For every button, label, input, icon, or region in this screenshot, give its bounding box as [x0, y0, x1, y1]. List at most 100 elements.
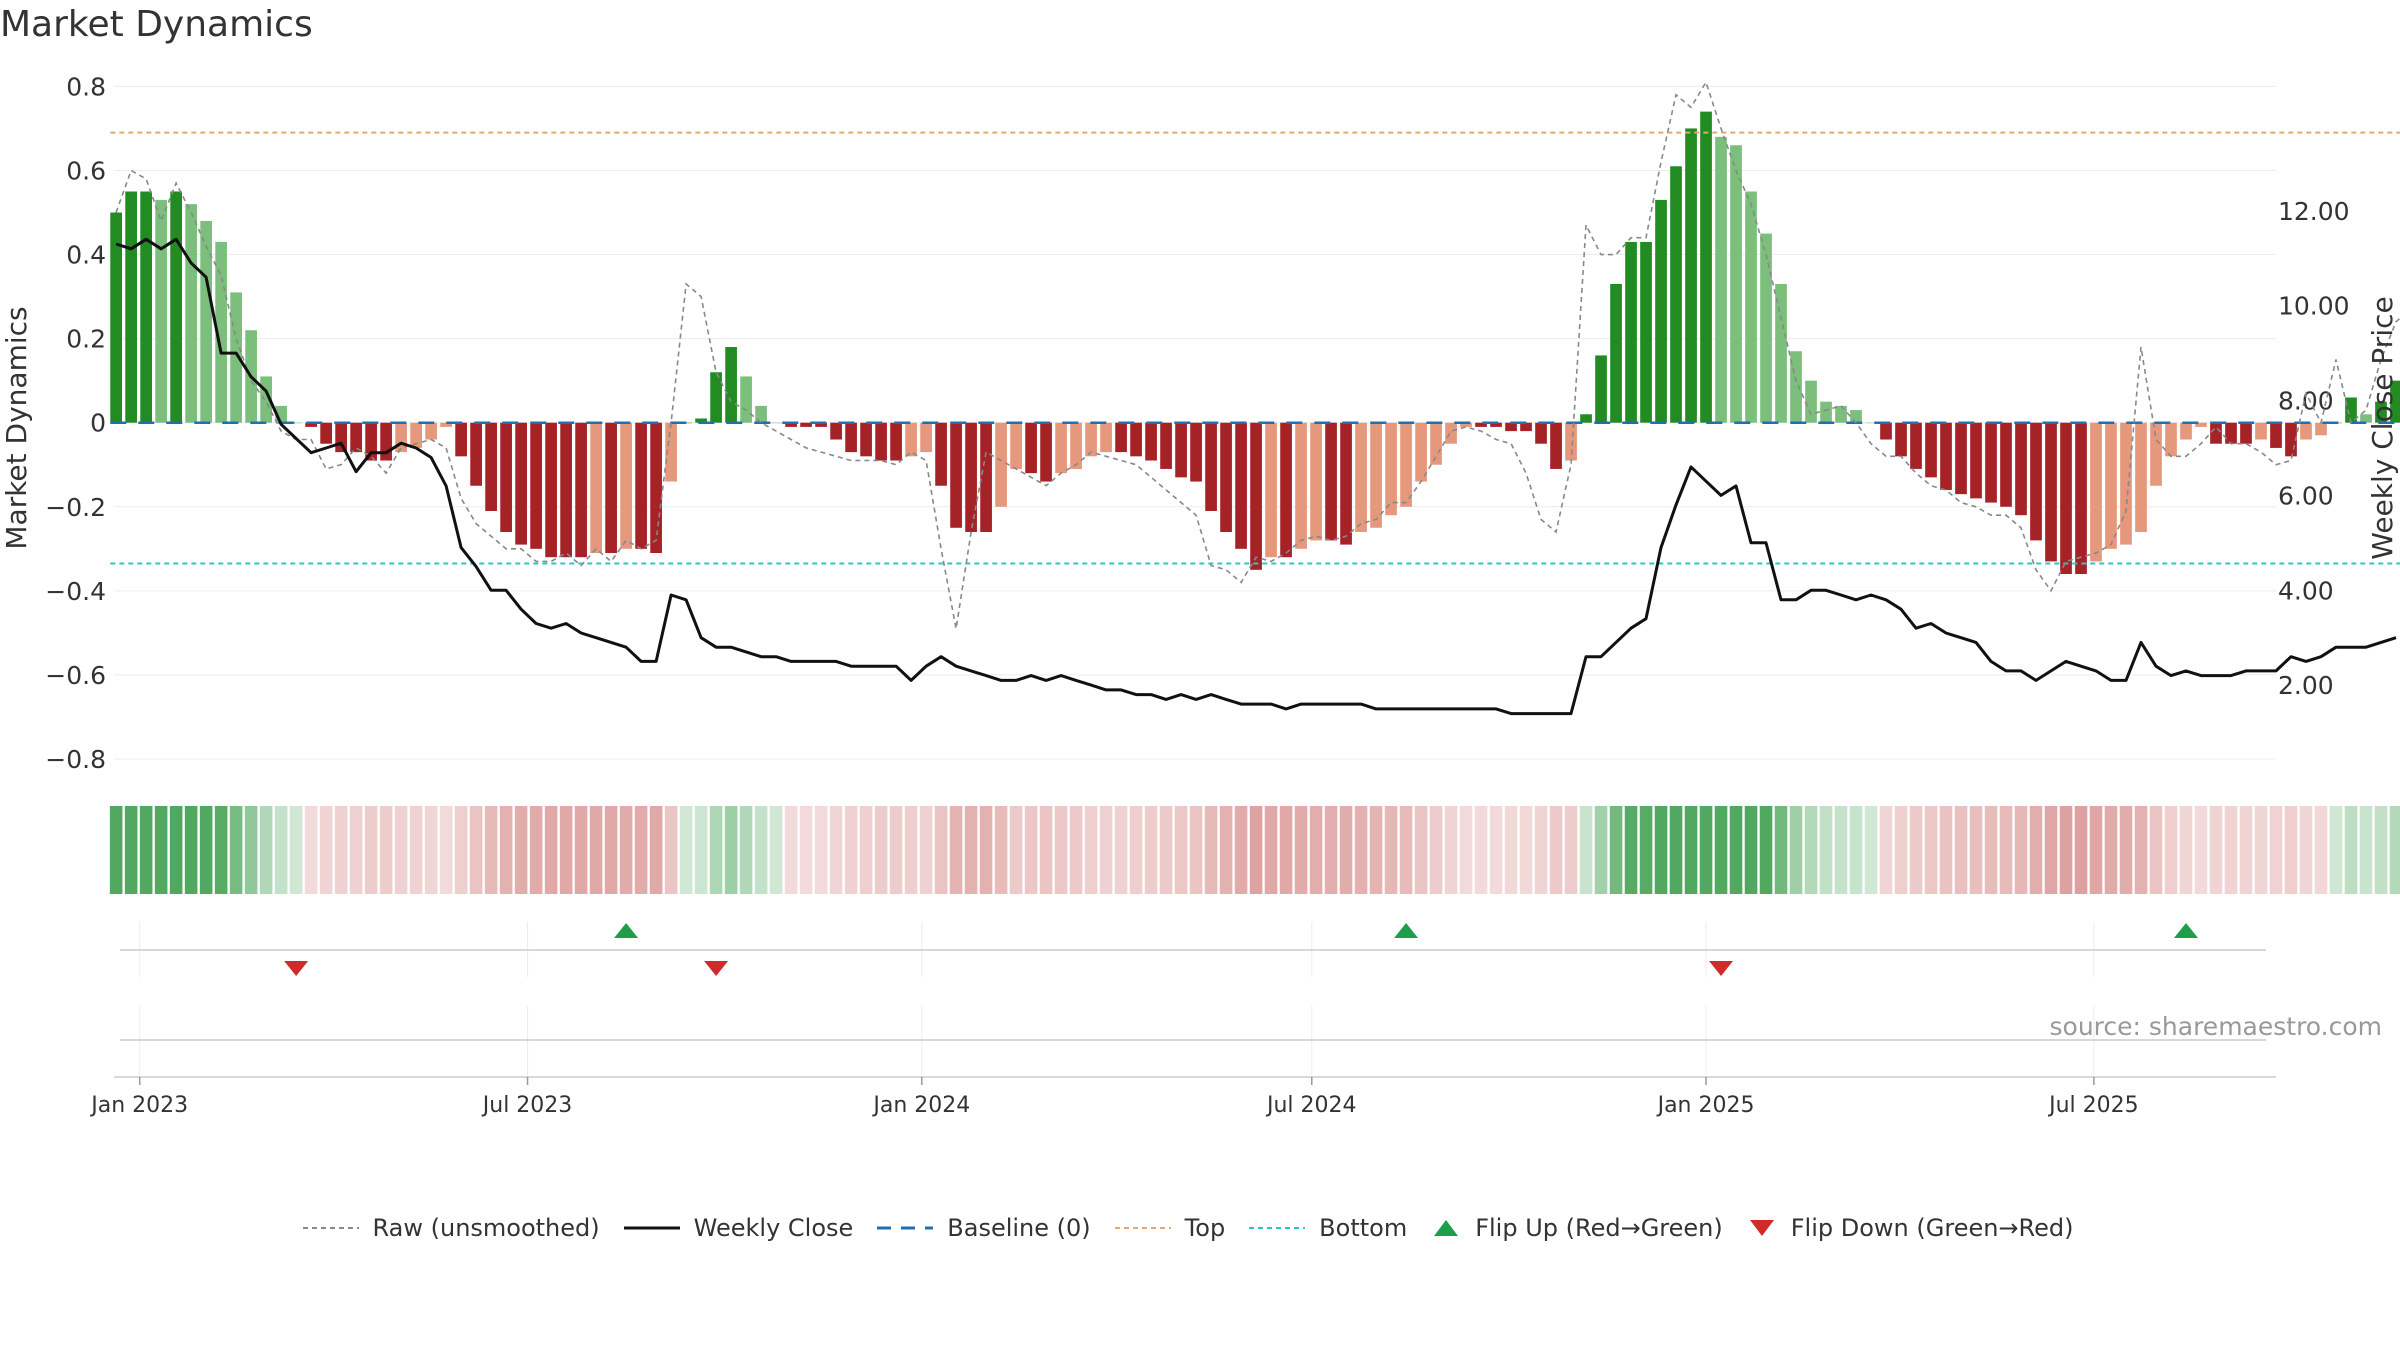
regime-strip-cell [1459, 806, 1473, 894]
dynamics-bar [590, 422, 602, 554]
dynamics-bar [1910, 422, 1922, 469]
dynamics-bar [395, 422, 407, 453]
regime-strip-cell [2119, 806, 2133, 894]
dynamics-bar [2060, 422, 2072, 575]
regime-strip-cell [1849, 806, 1863, 894]
dynamics-bar [1715, 136, 1727, 423]
regime-strip-cell [1819, 806, 1833, 894]
dynamics-bar [770, 422, 782, 424]
legend-flip-up-label: Flip Up (Red→Green) [1475, 1214, 1723, 1242]
regime-strip-cell [2359, 806, 2373, 894]
regime-strip-cell [2089, 806, 2103, 894]
regime-strip-cell [1399, 806, 1413, 894]
regime-strip-cell [454, 806, 468, 894]
regime-strip-cell [649, 806, 663, 894]
regime-strip-cell [1144, 806, 1158, 894]
regime-strip-cell [1774, 806, 1788, 894]
regime-strip-cell [2179, 806, 2193, 894]
dynamics-bar [1535, 422, 1547, 444]
y-left-tick-label: −0.8 [45, 745, 106, 774]
regime-strip-cell [1129, 806, 1143, 894]
y-right-tick-label: 4.00 [2278, 576, 2334, 605]
dynamics-bar [2225, 422, 2237, 444]
dynamics-bar [785, 422, 797, 427]
regime-strip-cell [1804, 806, 1818, 894]
y-left-tick-label: −0.4 [45, 577, 106, 606]
legend-raw-swatch [302, 1227, 359, 1229]
dynamics-bar [500, 422, 512, 532]
regime-strip-cell [169, 806, 183, 894]
regime-strip-cell [2239, 806, 2253, 894]
regime-strip-cell [2149, 806, 2163, 894]
regime-strip-cell [1159, 806, 1173, 894]
regime-strip-cell [334, 806, 348, 894]
regime-strip-cell [439, 806, 453, 894]
legend-flip-up-swatch [1434, 1220, 1459, 1236]
dynamics-bar [935, 422, 947, 486]
dynamics-bar [1940, 422, 1952, 490]
regime-strip-cell [1054, 806, 1068, 894]
dynamics-bar [725, 347, 737, 423]
regime-strip-cell [1999, 806, 2013, 894]
legend-bottom-label: Bottom [1319, 1214, 1408, 1242]
regime-strip-cell [1444, 806, 1458, 894]
dynamics-bar [560, 422, 572, 558]
regime-strip-cell [1219, 806, 1233, 894]
regime-strip-cell [1069, 806, 1083, 894]
chart-title: Market Dynamics [0, 4, 313, 45]
dynamics-bar [650, 422, 662, 554]
dynamics-bar [335, 422, 347, 453]
regime-strip-cell [1909, 806, 1923, 894]
regime-strip-cell [154, 806, 168, 894]
series-lines [115, 80, 2400, 716]
dynamics-bar [1820, 401, 1832, 423]
dynamics-bar [815, 422, 827, 427]
legend-item-close: Weekly Close [623, 1214, 853, 1242]
regime-strip-cell [2209, 806, 2223, 894]
dynamics-bar [605, 422, 617, 554]
dynamics-bar [1790, 351, 1802, 423]
regime-strip-cell [1309, 806, 1323, 894]
regime-strip-cell [349, 806, 363, 894]
regime-strip-cell [1879, 806, 1893, 894]
dynamics-bar [1340, 422, 1352, 545]
regime-strip-cell [1204, 806, 1218, 894]
dynamics-bar [1625, 241, 1637, 423]
dynamics-bar [575, 422, 587, 558]
regime-strip-cell [589, 806, 603, 894]
regime-strip-cell [1234, 806, 1248, 894]
legend-item-flip-up: Flip Up (Red→Green) [1431, 1214, 1723, 1242]
regime-strip-cell [379, 806, 393, 894]
dynamics-bar [380, 422, 392, 461]
dynamics-bar [800, 422, 812, 427]
regime-strip-cell [1654, 806, 1668, 894]
regime-strip-cell [2374, 806, 2388, 894]
dynamics-bar [1190, 422, 1202, 482]
regime-strip-cell [184, 806, 198, 894]
dynamics-bar [455, 422, 467, 457]
regime-strip [109, 806, 2400, 894]
date-tick-label: Jan 2024 [871, 1093, 970, 1118]
legend-close-swatch [623, 1226, 680, 1230]
legend-baseline-label: Baseline (0) [947, 1214, 1091, 1242]
dynamics-bar [1670, 166, 1682, 423]
regime-strip-cell [799, 806, 813, 894]
dynamics-bar [1430, 422, 1442, 465]
right-axis-ticks: 12.00 10.00 8.00 6.00 4.00 2.00 [2278, 197, 2350, 700]
regime-strip-cell [1759, 806, 1773, 894]
legend-top-label: Top [1184, 1214, 1226, 1242]
y-left-tick-label: 0.8 [66, 72, 106, 101]
regime-strip-cell [1414, 806, 1428, 894]
regime-strip-cell [559, 806, 573, 894]
gridlines [114, 85, 2276, 1076]
regime-strip-cell [1489, 806, 1503, 894]
dynamics-bar [1325, 422, 1337, 541]
dynamics-bar [2315, 422, 2327, 436]
dynamics-bar [965, 422, 977, 532]
dynamics-bar [2360, 414, 2372, 423]
regime-strip-cell [394, 806, 408, 894]
regime-strip-cell [889, 806, 903, 894]
dynamics-bar [215, 241, 227, 423]
regime-strip-cell [1984, 806, 1998, 894]
dynamics-bar [1220, 422, 1232, 532]
